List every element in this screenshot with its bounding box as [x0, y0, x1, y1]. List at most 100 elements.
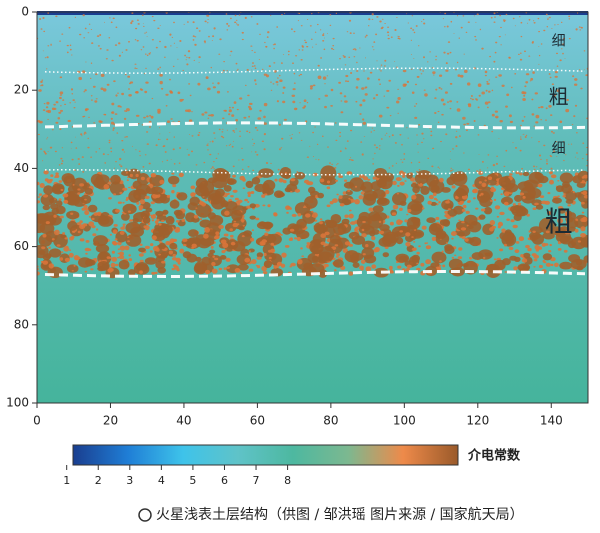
- grain: [470, 95, 473, 97]
- grain: [348, 243, 353, 247]
- grain: [538, 154, 542, 157]
- grain: [552, 132, 555, 134]
- grain: [533, 165, 535, 168]
- grain: [460, 227, 467, 231]
- grain: [326, 204, 331, 208]
- grain: [104, 21, 105, 23]
- grain: [71, 158, 74, 161]
- grain: [121, 92, 124, 96]
- grain: [459, 135, 461, 138]
- grain: [565, 154, 567, 156]
- grain: [198, 180, 215, 195]
- grain: [238, 159, 240, 161]
- grain: [283, 180, 287, 184]
- grain: [243, 116, 247, 119]
- grain: [202, 196, 205, 198]
- grain: [113, 80, 116, 83]
- grain: [451, 231, 457, 237]
- grain: [563, 159, 565, 162]
- grain: [567, 218, 579, 229]
- grain: [404, 219, 408, 223]
- grain: [437, 166, 440, 168]
- grain: [451, 185, 456, 189]
- grain: [151, 186, 164, 195]
- grain: [153, 245, 159, 252]
- grain: [290, 262, 296, 267]
- grain: [138, 205, 144, 209]
- grain: [220, 135, 223, 138]
- grain: [546, 161, 548, 163]
- grain: [459, 200, 465, 204]
- grain: [522, 195, 526, 199]
- grain: [578, 69, 581, 71]
- grain: [462, 204, 467, 209]
- grain: [418, 245, 421, 248]
- grain: [191, 246, 195, 249]
- grain: [535, 166, 538, 168]
- grain: [201, 256, 212, 266]
- grain: [171, 36, 174, 38]
- grain: [207, 117, 210, 120]
- grain: [456, 101, 459, 103]
- grain: [267, 31, 270, 34]
- grain: [292, 62, 294, 64]
- grain: [450, 20, 453, 23]
- grain: [298, 12, 301, 15]
- grain: [191, 135, 194, 137]
- grain: [397, 112, 400, 114]
- grain: [214, 137, 216, 139]
- grain: [465, 31, 468, 33]
- grain: [42, 50, 44, 52]
- grain: [439, 177, 444, 183]
- grain: [332, 198, 338, 204]
- grain: [152, 214, 156, 217]
- grain: [59, 128, 62, 131]
- grain: [239, 272, 242, 274]
- grain: [81, 70, 86, 74]
- grain: [322, 135, 324, 138]
- grain: [497, 225, 501, 229]
- grain: [87, 137, 89, 140]
- grain: [77, 192, 81, 195]
- grain: [533, 258, 538, 262]
- layer-boundary: [44, 121, 586, 130]
- grain: [406, 80, 410, 83]
- grain: [538, 31, 540, 33]
- grain: [58, 164, 61, 166]
- grain: [266, 36, 269, 38]
- grain: [336, 253, 340, 257]
- grain: [500, 193, 503, 196]
- grain: [359, 103, 363, 107]
- grain: [120, 165, 123, 168]
- grain: [196, 27, 199, 30]
- grain: [201, 113, 205, 116]
- grain: [392, 204, 399, 210]
- grain: [568, 212, 577, 220]
- grain: [275, 81, 279, 84]
- grain: [91, 42, 94, 44]
- grain: [512, 203, 516, 206]
- grain: [90, 62, 93, 64]
- grain: [213, 27, 216, 30]
- grain: [350, 159, 353, 161]
- grain: [378, 220, 382, 223]
- grain: [50, 44, 52, 46]
- grain: [576, 132, 578, 134]
- grain: [198, 56, 201, 59]
- grain: [92, 85, 96, 88]
- grain: [553, 150, 556, 153]
- grain: [446, 52, 450, 55]
- grain: [582, 142, 585, 144]
- grain: [510, 219, 515, 223]
- grain: [87, 146, 90, 149]
- grain: [514, 73, 517, 75]
- grain: [486, 264, 498, 273]
- grain: [556, 89, 560, 93]
- grain: [311, 13, 313, 15]
- grain: [149, 250, 153, 253]
- grain: [162, 145, 165, 148]
- grain: [570, 143, 573, 145]
- grain: [379, 83, 381, 85]
- grain: [248, 115, 251, 118]
- grain: [489, 199, 493, 202]
